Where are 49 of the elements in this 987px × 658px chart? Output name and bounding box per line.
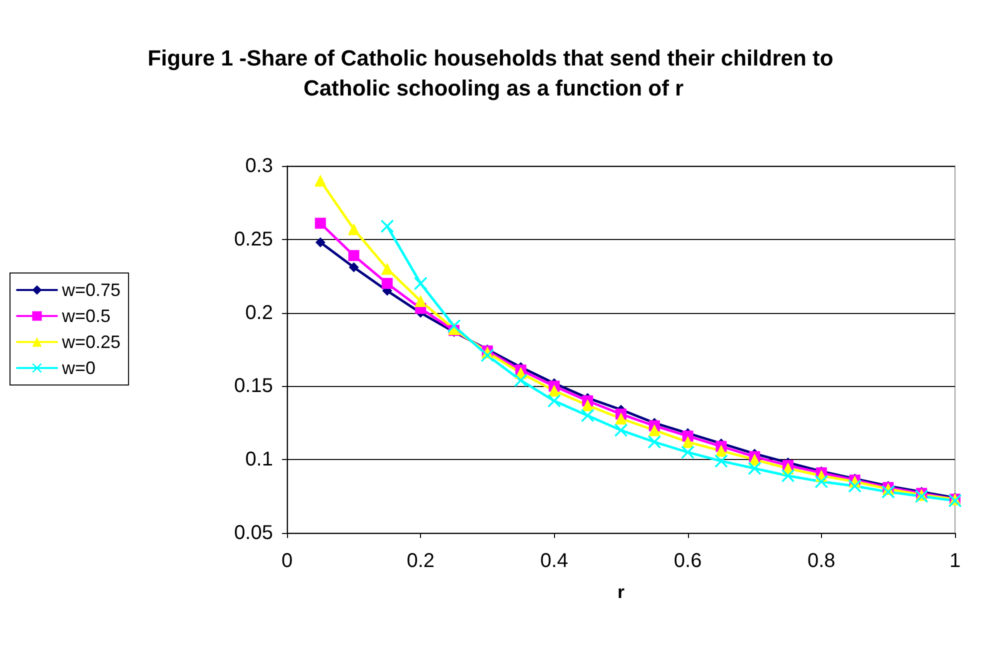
x-tick-label: 1 — [949, 550, 961, 572]
x-tick-label: 0.2 — [406, 550, 435, 572]
y-tick-label: 0.15 — [234, 375, 273, 398]
x-tick-label: 0 — [281, 550, 293, 572]
point — [382, 278, 393, 289]
point — [380, 220, 394, 233]
point — [581, 409, 594, 422]
point — [348, 223, 360, 236]
point — [782, 469, 794, 482]
y-tick-label: 0.05 — [234, 522, 273, 544]
point — [548, 394, 561, 408]
point — [582, 399, 594, 412]
point — [381, 262, 394, 275]
point — [615, 412, 627, 424]
point — [348, 262, 359, 272]
point — [514, 374, 528, 387]
chart-title: Figure 1 -Share of Catholic households that send their children to Catholic schooling as a function of r — [148, 46, 840, 100]
legend-label: w=0.25 — [61, 332, 121, 352]
point — [548, 384, 560, 397]
point — [648, 424, 660, 436]
point — [614, 424, 628, 437]
point — [848, 480, 862, 493]
point — [480, 348, 494, 362]
legend-label: w=0 — [61, 358, 96, 378]
x-tick-label: 0.4 — [540, 550, 568, 572]
point — [814, 475, 828, 488]
point — [648, 435, 661, 448]
point — [682, 436, 694, 448]
point — [314, 174, 326, 187]
point — [414, 276, 428, 290]
point — [681, 446, 694, 459]
legend-label: w=0.5 — [61, 306, 111, 326]
point — [715, 444, 728, 457]
point — [714, 454, 728, 468]
point — [348, 250, 360, 262]
x-axis-title: r — [617, 582, 625, 602]
point — [315, 237, 326, 248]
point — [414, 295, 427, 308]
y-tick-label: 0.1 — [245, 448, 273, 471]
point — [748, 462, 762, 475]
x-tick-label: 0.6 — [674, 550, 702, 572]
point — [882, 485, 895, 498]
x-tick-label: 0.8 — [807, 550, 836, 572]
point — [448, 320, 460, 333]
legend-label: w=0.75 — [61, 280, 121, 300]
point — [314, 218, 326, 229]
y-tick-label: 0.25 — [234, 228, 273, 250]
y-tick-label: 0.2 — [245, 302, 273, 324]
y-tick-label: 0.3 — [245, 155, 273, 177]
